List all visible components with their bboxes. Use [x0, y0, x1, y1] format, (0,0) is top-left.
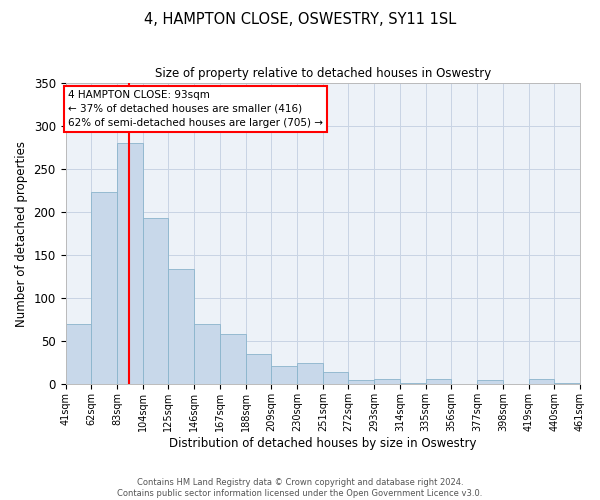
Text: 4 HAMPTON CLOSE: 93sqm
← 37% of detached houses are smaller (416)
62% of semi-de: 4 HAMPTON CLOSE: 93sqm ← 37% of detached… — [68, 90, 323, 128]
X-axis label: Distribution of detached houses by size in Oswestry: Distribution of detached houses by size … — [169, 437, 476, 450]
Bar — [220, 334, 245, 384]
Bar — [143, 218, 169, 384]
Bar — [169, 269, 194, 384]
Bar — [271, 366, 297, 384]
Y-axis label: Number of detached properties: Number of detached properties — [15, 140, 28, 326]
Bar — [245, 354, 271, 384]
Bar — [374, 379, 400, 384]
Title: Size of property relative to detached houses in Oswestry: Size of property relative to detached ho… — [155, 68, 491, 80]
Bar — [323, 372, 349, 384]
Bar — [349, 380, 374, 384]
Bar — [529, 379, 554, 384]
Bar — [425, 379, 451, 384]
Bar — [117, 144, 143, 384]
Text: 4, HAMPTON CLOSE, OSWESTRY, SY11 1SL: 4, HAMPTON CLOSE, OSWESTRY, SY11 1SL — [144, 12, 456, 28]
Text: Contains HM Land Registry data © Crown copyright and database right 2024.
Contai: Contains HM Land Registry data © Crown c… — [118, 478, 482, 498]
Bar — [477, 380, 503, 384]
Bar — [297, 363, 323, 384]
Bar — [194, 324, 220, 384]
Bar — [91, 192, 117, 384]
Bar — [65, 324, 91, 384]
